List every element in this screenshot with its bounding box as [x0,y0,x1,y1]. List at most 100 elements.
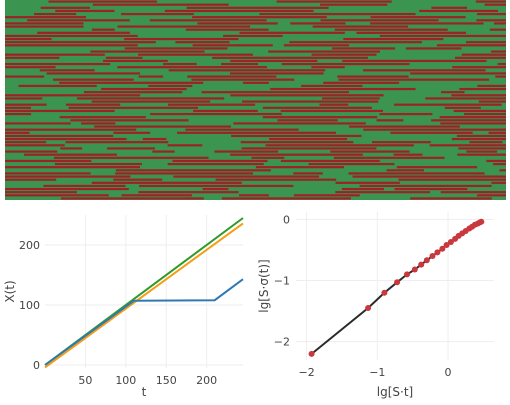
raster-segment [410,197,492,200]
scatter-point [394,279,401,286]
raster-segment [231,134,362,138]
raster-segment [240,141,354,144]
raster-segment [185,28,269,31]
raster-segment [322,97,380,100]
raster-segment [185,128,299,131]
x-tick-label: 200 [196,374,217,387]
raster-segment [458,147,506,150]
raster-segment [390,131,473,134]
raster-segment [262,116,378,119]
x-tick-label: −2 [298,366,314,379]
raster-segment [393,153,423,156]
raster-segment [91,100,211,103]
scatter-point [447,239,454,245]
raster-segment [451,94,506,97]
raster-segment [478,100,506,103]
raster-segment [466,150,498,153]
raster-segment [177,131,336,134]
raster-segment [311,66,345,69]
line-chart-y-label: X(t) [3,280,17,302]
binary-raster [5,0,506,200]
raster-segment [193,109,258,113]
raster-segment [332,47,396,50]
raster-segment [451,137,506,141]
raster-segment [5,41,156,44]
raster-segment [65,103,121,106]
line-chart-series [44,217,244,369]
raster-segment [338,78,490,81]
y-tick-label: −1 [274,274,290,287]
raster-segment [150,112,282,116]
raster-segment [5,75,45,78]
raster-segment [343,37,444,41]
raster-segment [5,128,137,131]
raster-segment [5,144,65,147]
raster-segment [452,66,506,69]
raster-segment [230,153,363,156]
raster-segment [370,16,466,19]
raster-segment [152,150,175,153]
raster-segment [230,72,324,75]
raster-segment [356,31,466,34]
raster-segment [476,19,506,22]
raster-segment [255,166,344,169]
raster-segment [283,44,350,47]
raster-segment [262,106,372,109]
raster-segment [311,53,377,56]
raster-segment [115,169,271,172]
raster-segment [5,131,30,134]
scatter-chart-points [308,218,485,357]
raster-segment [91,181,242,184]
raster-segment [117,25,250,28]
raster-segment [455,56,506,59]
line-chart-grid [45,215,243,368]
raster-segment [60,147,83,150]
scatter-chart-y-label: lg[S·σ(t)] [257,259,271,312]
raster-segment [142,137,167,141]
raster-segment [48,0,157,3]
raster-segment [290,22,346,25]
raster-segment [320,3,388,6]
raster-segment [308,162,395,166]
y-tick-label: 100 [19,299,40,312]
raster-segment [121,194,192,197]
raster-segment [105,56,143,59]
raster-segment [497,62,506,66]
raster-segment [268,50,380,53]
raster-segment [192,16,327,19]
y-tick-label: 0 [33,359,40,372]
raster-segment [5,37,52,41]
y-tick-label: −2 [274,336,290,349]
raster-segment [379,112,433,116]
scatter-chart: −2 −1 0 0 −1 −2 lg[S·t] lg[S·σ(t)] [257,212,494,399]
raster-segment [439,116,506,119]
raster-segment [233,122,366,125]
raster-segment [43,184,126,188]
raster-segment [5,134,114,138]
raster-segment [363,128,506,131]
raster-segment [40,6,90,9]
raster-segment [202,187,229,191]
raster-segment [491,50,506,53]
raster-segment [410,72,506,75]
raster-segment [319,103,349,106]
raster-segment [335,181,400,184]
raster-segment [68,106,198,109]
raster-segment [293,172,323,175]
scatter-point [434,249,441,256]
raster-segment [163,62,197,66]
raster-segment [5,53,105,56]
raster-segment [168,103,256,106]
scatter-point [423,257,430,264]
raster-segment [121,12,194,16]
scatter-point [443,242,450,248]
y-tick-label: 0 [283,213,290,226]
scatter-point [411,266,418,273]
raster-segment [138,191,239,194]
raster-segment [139,184,294,188]
raster-segment [230,94,384,97]
series-line-orange [44,222,244,369]
raster-segment [221,62,259,66]
raster-segment [293,194,360,197]
